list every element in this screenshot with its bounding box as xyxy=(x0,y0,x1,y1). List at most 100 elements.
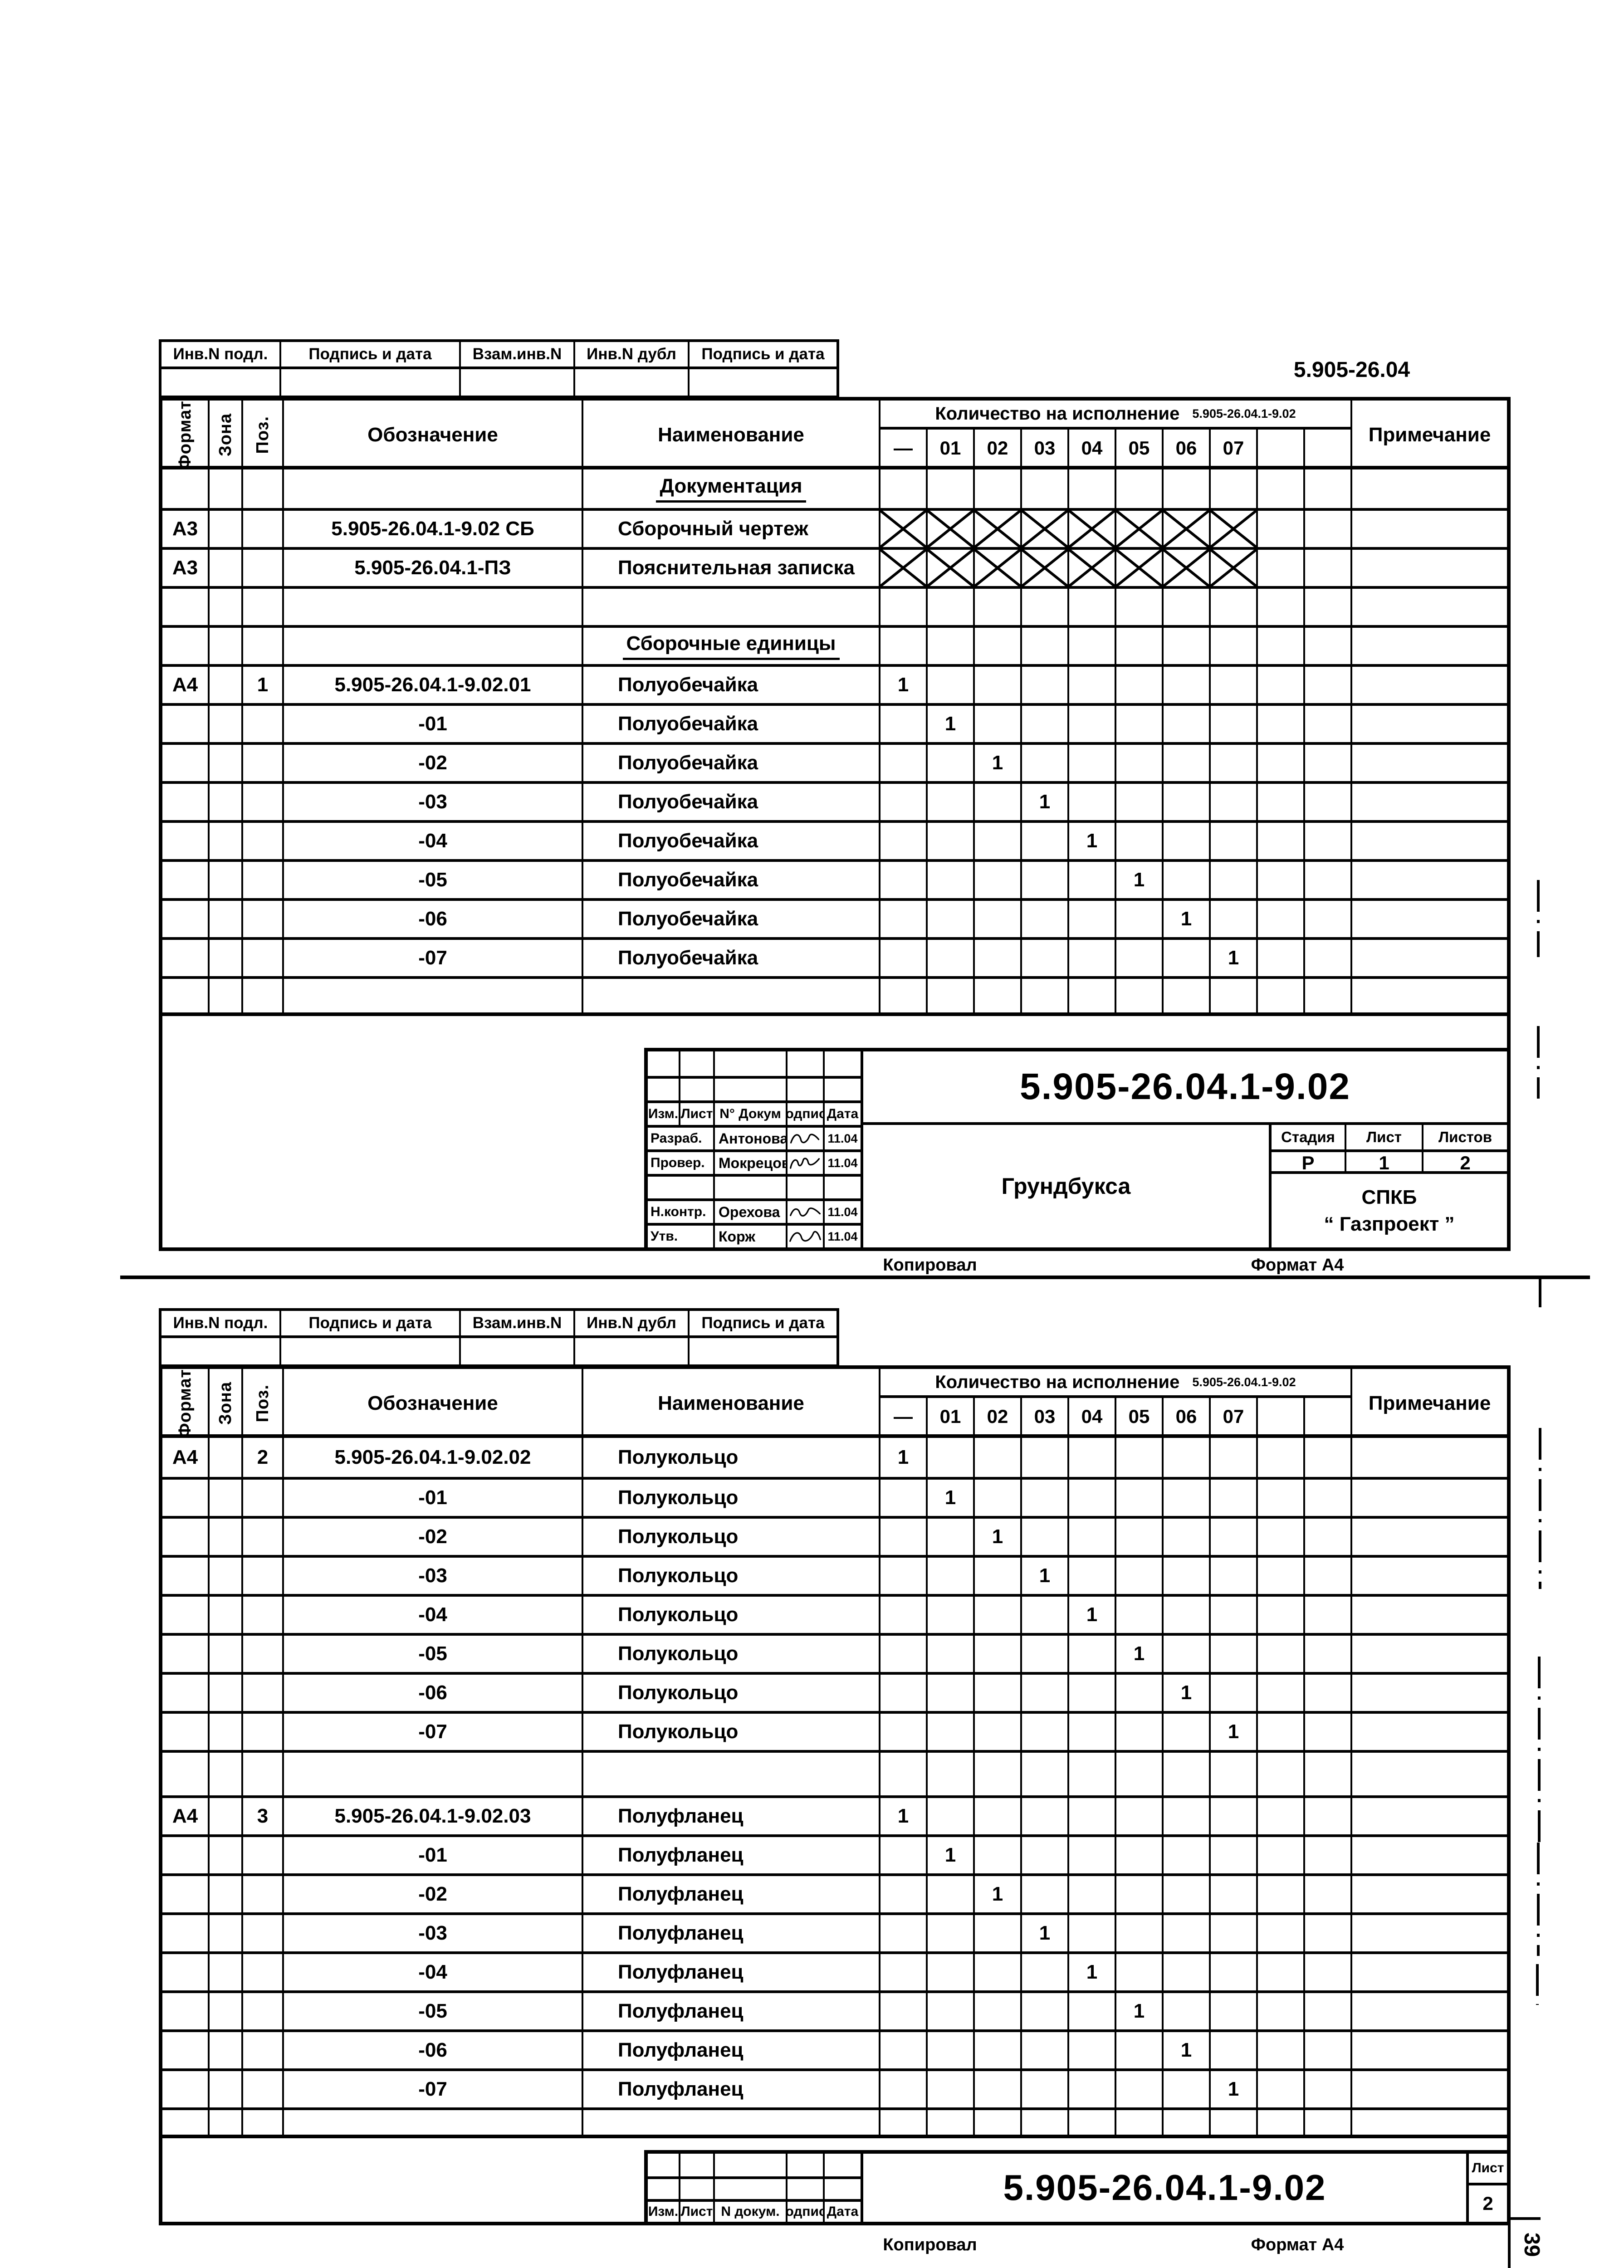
tb-col-podpis: Подпись xyxy=(788,1103,825,1125)
cell-qty xyxy=(1069,628,1116,664)
tb-empty-cell xyxy=(788,1051,825,1076)
sheet-number-box: Лист 2 xyxy=(1466,2154,1507,2222)
cell-qty xyxy=(975,2071,1022,2107)
cell-qty xyxy=(1258,667,1305,703)
cell-qty xyxy=(1022,1837,1069,1873)
qty-band-title: Количество на исполнение xyxy=(935,403,1180,424)
table-row: -03 Полукольцо 1 xyxy=(162,1555,1507,1594)
cell-note xyxy=(1352,1753,1507,1795)
title-block-signature-rows: Разраб. Антонова 11.04 Провер. Мокрецов 11.04… xyxy=(648,1125,861,1247)
cell-format xyxy=(162,1675,210,1711)
cell-qty xyxy=(1305,2071,1352,2107)
col-header-zone-label: Зона xyxy=(215,1382,235,1425)
cell-pos xyxy=(243,2110,284,2135)
sign-name xyxy=(715,1177,788,1198)
cell-qty xyxy=(1022,1675,1069,1711)
cell-pos xyxy=(243,1558,284,1594)
cell-qty xyxy=(928,550,975,586)
cell-qty xyxy=(1211,1753,1258,1795)
cell-note xyxy=(1352,1837,1507,1873)
cell-format: А4 xyxy=(162,667,210,703)
cell-designation: -07 xyxy=(284,2071,583,2107)
cell-designation: -05 xyxy=(284,1993,583,2029)
cell-name: Полуобечайка xyxy=(583,901,880,937)
cell-note xyxy=(1352,511,1507,547)
cell-qty xyxy=(1022,1438,1069,1477)
qty-col-header xyxy=(1305,430,1352,467)
stage-header-stadiya: Стадия xyxy=(1272,1125,1346,1149)
col-header-format-label: Формат xyxy=(175,1369,195,1438)
signature-scribble xyxy=(790,1134,820,1144)
tb-col-izm: Изм. xyxy=(648,1103,680,1125)
cell-format xyxy=(162,1714,210,1750)
cell-qty xyxy=(1258,862,1305,898)
cell-qty xyxy=(1022,1480,1069,1516)
cell-qty xyxy=(1164,1480,1211,1516)
sheet-code: 5.905-26.04 xyxy=(1293,358,1410,382)
strip-empty-cell xyxy=(690,1338,836,1364)
cell-qty xyxy=(1164,1597,1211,1633)
cell-pos xyxy=(243,862,284,898)
cell-format xyxy=(162,901,210,937)
cell-name: Полуфланец xyxy=(583,1876,880,1912)
cell-format xyxy=(162,940,210,976)
cell-qty xyxy=(928,979,975,1012)
cell-qty xyxy=(1164,1714,1211,1750)
table-row: Сборочные единицы xyxy=(162,625,1507,664)
cell-note xyxy=(1352,1876,1507,1912)
cell-qty xyxy=(1164,979,1211,1012)
cell-zone xyxy=(210,1915,243,1951)
cell-note xyxy=(1352,940,1507,976)
cell-qty xyxy=(975,862,1022,898)
cell-qty: 1 xyxy=(1022,784,1069,820)
cell-qty xyxy=(880,1837,928,1873)
cell-qty xyxy=(880,628,928,664)
cell-qty xyxy=(1116,901,1164,937)
cell-format xyxy=(162,784,210,820)
cell-designation: 5.905-26.04.1-9.02.01 xyxy=(284,667,583,703)
cell-qty xyxy=(1069,862,1116,898)
cell-qty xyxy=(1116,1675,1164,1711)
cell-designation: 5.905-26.04.1-9.02.03 xyxy=(284,1798,583,1834)
strip-empty-cell xyxy=(575,369,690,396)
strip-cell-vzam-inv: Взам.инв.N xyxy=(461,1311,575,1335)
product-name: Грундбукса xyxy=(863,1125,1272,1247)
cell-note xyxy=(1352,469,1507,508)
cell-name: Полуобечайка xyxy=(583,667,880,703)
cell-qty xyxy=(975,667,1022,703)
cell-qty xyxy=(1258,1714,1305,1750)
cell-qty xyxy=(880,1519,928,1555)
cell-qty xyxy=(1069,1480,1116,1516)
cell-qty xyxy=(928,511,975,547)
cell-qty xyxy=(1258,1480,1305,1516)
cell-zone xyxy=(210,1519,243,1555)
cell-qty xyxy=(1116,823,1164,859)
cell-pos xyxy=(243,1714,284,1750)
cell-qty xyxy=(880,1915,928,1951)
cell-qty xyxy=(1258,1993,1305,2029)
cell-note xyxy=(1352,1954,1507,1990)
cell-qty xyxy=(1069,784,1116,820)
cell-pos xyxy=(243,2032,284,2068)
sheet-label: Лист xyxy=(1469,2154,1507,2185)
cell-qty xyxy=(1258,1438,1305,1477)
cell-qty: 1 xyxy=(880,1798,928,1834)
cell-qty xyxy=(1116,1753,1164,1795)
cell-format xyxy=(162,2032,210,2068)
cell-zone xyxy=(210,1675,243,1711)
cell-qty xyxy=(975,2110,1022,2135)
cell-qty xyxy=(1022,1519,1069,1555)
table-row: -03 Полуфланец 1 xyxy=(162,1912,1507,1951)
cell-qty xyxy=(1258,1636,1305,1672)
cell-qty xyxy=(928,1753,975,1795)
cell-pos xyxy=(243,745,284,781)
cell-qty xyxy=(1258,469,1305,508)
cell-qty: 1 xyxy=(1116,1636,1164,1672)
cell-qty xyxy=(880,1636,928,1672)
qty-col-header: 04 xyxy=(1069,430,1116,467)
table-row: -02 Полуобечайка 1 xyxy=(162,742,1507,781)
cell-qty xyxy=(1211,901,1258,937)
cell-qty xyxy=(1069,511,1116,547)
cell-qty xyxy=(1211,511,1258,547)
cell-qty xyxy=(975,589,1022,625)
